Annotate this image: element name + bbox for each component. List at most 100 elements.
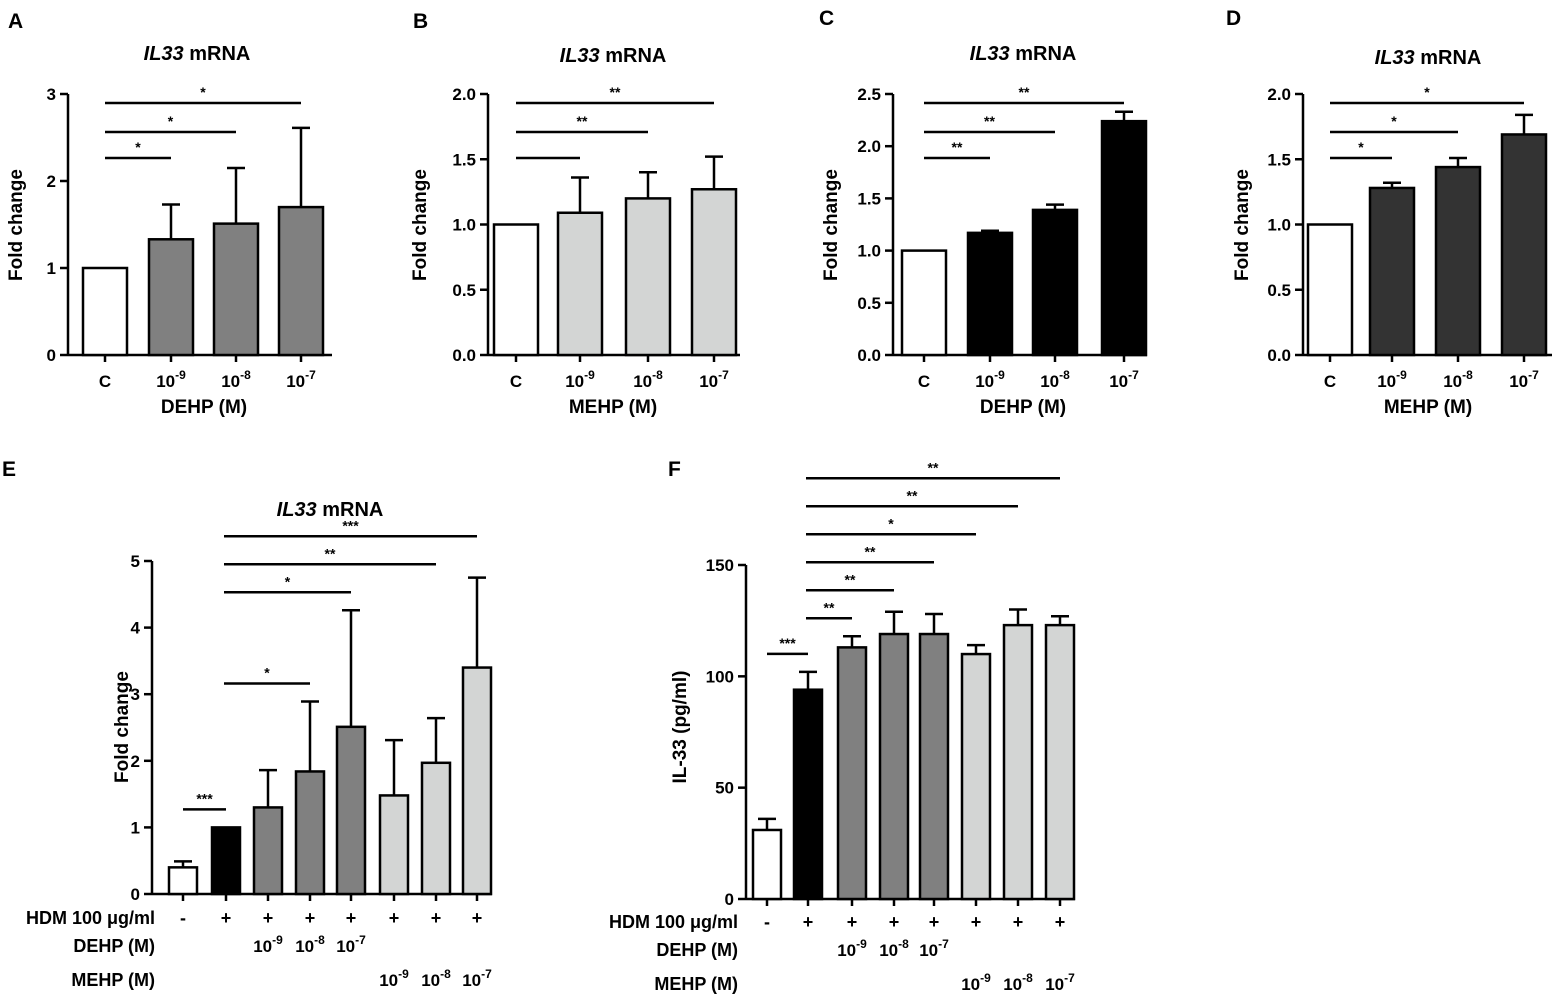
bar xyxy=(960,652,992,901)
bar xyxy=(751,828,783,901)
row-mark: - xyxy=(764,912,770,932)
y-axis-label: Fold change xyxy=(6,169,27,281)
y-tick-label: 1 xyxy=(131,818,140,837)
x-category-label: 10-8 xyxy=(221,368,251,391)
panel-title: IL33 mRNA xyxy=(1375,47,1482,69)
y-tick-label: 0.0 xyxy=(1267,346,1291,365)
bar xyxy=(1031,208,1079,357)
significance-label: * xyxy=(264,665,270,681)
significance-label: * xyxy=(168,113,174,129)
x-category-label: C xyxy=(918,372,930,391)
row-mark: + xyxy=(929,912,940,932)
row-mark: 10-7 xyxy=(919,937,949,960)
y-tick-label: 0.5 xyxy=(857,294,881,313)
y-tick-label: 2.0 xyxy=(1267,85,1291,104)
significance-label: *** xyxy=(196,790,213,806)
bar xyxy=(1500,133,1548,357)
y-tick-label: 50 xyxy=(715,779,734,798)
y-tick-label: 1.5 xyxy=(857,189,881,208)
panel-label: F xyxy=(668,458,681,481)
row-label: HDM 100 μg/ml xyxy=(609,912,738,932)
significance-label: *** xyxy=(779,635,796,651)
row-mark: 10-8 xyxy=(1003,971,1033,994)
bar xyxy=(335,725,367,896)
significance-label: ** xyxy=(984,113,995,129)
y-tick-label: 5 xyxy=(131,552,140,571)
bar xyxy=(167,866,199,896)
y-tick-label: 1.0 xyxy=(1267,216,1291,235)
row-mark: 10-9 xyxy=(961,971,991,994)
row-label: MEHP (M) xyxy=(71,970,155,990)
bar xyxy=(210,826,242,896)
y-tick-label: 0.0 xyxy=(452,346,476,365)
panel-d: D IL33 mRNA Fold change 0.0 0.5 1.0 1.5 2.0 * * * C… xyxy=(1226,7,1552,418)
row-mark: + xyxy=(1013,912,1024,932)
row-mark: 10-7 xyxy=(336,933,366,956)
y-tick-label: 2.5 xyxy=(857,85,881,104)
row-label: DEHP (M) xyxy=(656,940,738,960)
row-mark: + xyxy=(431,908,442,928)
bar xyxy=(918,632,950,901)
significance-label: ** xyxy=(325,545,336,561)
row-mark: 10-9 xyxy=(837,937,867,960)
row-mark: 10-9 xyxy=(253,933,283,956)
y-axis-label: IL-33 (pg/ml) xyxy=(670,671,691,784)
bar xyxy=(556,211,604,357)
x-category-label: 10-9 xyxy=(1377,368,1407,391)
bar xyxy=(81,266,129,357)
bar xyxy=(252,806,284,896)
bar xyxy=(878,632,910,901)
y-tick-label: 2 xyxy=(131,752,140,771)
significance-label: ** xyxy=(824,599,835,615)
y-tick-label: 0.5 xyxy=(452,281,476,300)
significance-label: * xyxy=(285,573,291,589)
panel-title: IL33 mRNA xyxy=(970,43,1077,65)
y-tick-label: 3 xyxy=(131,685,140,704)
x-category-label: 10-7 xyxy=(286,368,316,391)
panel-label: A xyxy=(8,10,23,33)
y-axis-label: Fold change xyxy=(410,169,431,281)
bar xyxy=(461,666,493,896)
significance-label: ** xyxy=(907,487,918,503)
y-tick-label: 1.0 xyxy=(857,242,881,261)
row-mark: + xyxy=(1055,912,1066,932)
bar xyxy=(294,770,326,896)
row-mark: 10-8 xyxy=(295,933,325,956)
significance-label: * xyxy=(888,515,894,531)
x-axis-label: DEHP (M) xyxy=(980,397,1066,418)
significance-label: ** xyxy=(952,139,963,155)
y-tick-label: 0.5 xyxy=(1267,281,1291,300)
panel-label: C xyxy=(819,7,834,30)
x-category-label: 10-8 xyxy=(633,368,663,391)
significance-label: * xyxy=(200,84,206,100)
panel-f: FIL-33 (pg/ml)050100150**************HDM… xyxy=(609,458,1076,994)
panel-c: C IL33 mRNA Fold change 0.0 0.5 1.0 1.5 2.0 2.5 *… xyxy=(819,7,1148,418)
bar xyxy=(1306,223,1354,357)
significance-label: ** xyxy=(1019,84,1030,100)
row-mark: + xyxy=(221,908,232,928)
row-mark: + xyxy=(305,908,316,928)
x-axis-label: MEHP (M) xyxy=(569,397,657,418)
y-tick-label: 0 xyxy=(131,885,140,904)
row-mark: 10-8 xyxy=(879,937,909,960)
y-axis-label: Fold change xyxy=(821,169,842,281)
y-tick-label: 0 xyxy=(725,890,734,909)
bar xyxy=(1434,165,1482,357)
bar xyxy=(690,188,738,357)
row-label: DEHP (M) xyxy=(73,936,155,956)
significance-label: * xyxy=(1391,113,1397,129)
panel-label: E xyxy=(2,458,16,481)
row-mark: + xyxy=(847,912,858,932)
y-tick-label: 3 xyxy=(47,85,56,104)
y-tick-label: 150 xyxy=(706,556,734,575)
row-mark: + xyxy=(889,912,900,932)
y-axis-label: Fold change xyxy=(1232,169,1253,281)
bar xyxy=(836,646,868,901)
panel-label: B xyxy=(413,10,428,33)
row-mark: + xyxy=(346,908,357,928)
y-tick-label: 4 xyxy=(131,619,141,638)
row-label: HDM 100 μg/ml xyxy=(26,908,155,928)
x-category-label: C xyxy=(99,372,111,391)
row-mark: 10-7 xyxy=(462,967,492,990)
